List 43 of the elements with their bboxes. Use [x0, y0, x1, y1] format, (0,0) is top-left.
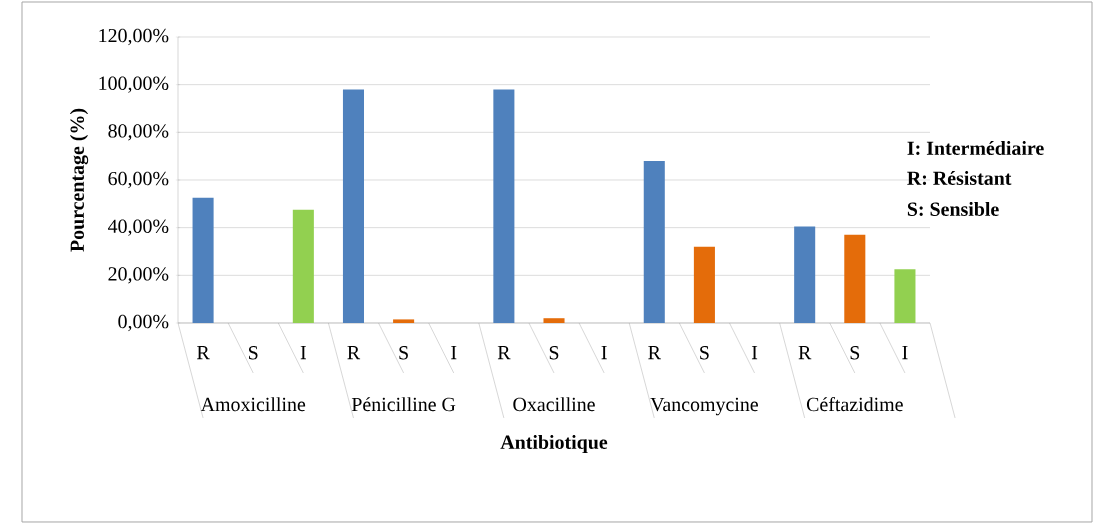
- x-tick-label: R: [347, 346, 361, 360]
- x-tick-label: R: [197, 346, 210, 360]
- y-tick-label: 40,00%: [108, 219, 169, 236]
- annotation: I: Intermédiaire: [907, 140, 1044, 156]
- bar: [292, 209, 314, 323]
- x-tick-label: I: [751, 346, 758, 360]
- y-tick-label: 20,00%: [108, 267, 169, 284]
- x-tick-label: S: [700, 346, 709, 360]
- x-tick-label: S: [549, 346, 559, 360]
- annotation: R: Résistant: [907, 170, 1012, 186]
- bar: [794, 226, 816, 323]
- text: Pénicilline G: [351, 397, 456, 412]
- x-tick-label: I: [451, 346, 457, 360]
- text: Vancomycine: [650, 397, 758, 416]
- y-tick-label: 60,00%: [108, 171, 169, 189]
- x-tick-label: I: [300, 346, 306, 360]
- bar: [693, 246, 715, 323]
- x-axis-title: Antibiotique: [500, 434, 608, 454]
- x-tick-label: R: [497, 346, 511, 360]
- bar: [844, 234, 866, 323]
- text: Céftazidime: [806, 396, 903, 412]
- bar: [393, 319, 415, 323]
- x-tick-label: R: [798, 346, 812, 360]
- x-tick-label: S: [249, 346, 258, 360]
- bar: [493, 89, 515, 323]
- x-tick-label: S: [399, 346, 408, 360]
- bar: [342, 89, 365, 323]
- annotation: S: Sensible: [907, 201, 999, 217]
- x-tick-label: I: [601, 346, 607, 360]
- y-tick-label: 80,00%: [108, 124, 169, 141]
- text: Oxacilline: [513, 397, 595, 412]
- text: Amoxicilline: [200, 397, 306, 412]
- x-tick-label: S: [850, 346, 860, 360]
- y-tick-label: 0,00%: [118, 314, 169, 332]
- bar: [543, 318, 565, 323]
- x-tick-label: I: [902, 346, 908, 360]
- y-tick-label: 100,00%: [99, 76, 169, 93]
- bar: [894, 269, 916, 323]
- bar: [192, 197, 214, 323]
- bar: [643, 160, 665, 323]
- x-tick-label: R: [648, 346, 661, 360]
- y-tick-label: 120,00%: [99, 28, 169, 46]
- y-axis-title: Pourcentage (%): [69, 108, 89, 252]
